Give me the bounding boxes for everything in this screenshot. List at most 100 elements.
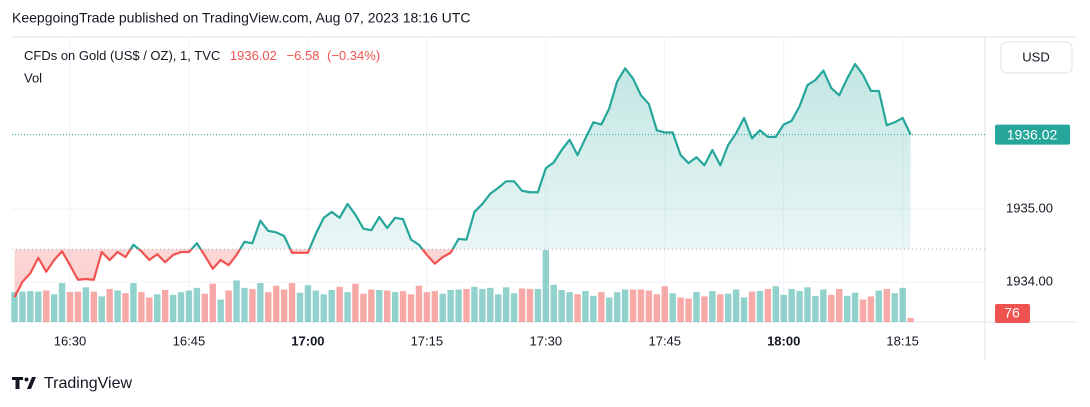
legend-change-percent: (−0.34%) [327, 48, 380, 63]
volume-bar [391, 292, 399, 322]
volume-bar [296, 292, 304, 322]
volume-bar [66, 292, 74, 322]
volume-bar [606, 297, 613, 322]
volume-bar [241, 287, 248, 322]
volume-bar [725, 293, 732, 322]
footer-brand: TradingView [44, 375, 132, 392]
volume-bar [106, 288, 113, 322]
volume-bar [35, 291, 42, 322]
volume-bar [272, 285, 280, 322]
volume-bar [50, 294, 58, 322]
volume-bar [288, 283, 296, 322]
logo-dot [24, 377, 29, 382]
volume-bar [669, 293, 676, 322]
x-tick-label: 16:45 [173, 333, 206, 348]
logo-mark [12, 377, 36, 389]
volume-badge [995, 304, 1030, 323]
volume-bar [693, 292, 700, 322]
volume-bar [352, 283, 359, 322]
volume-bar [407, 294, 415, 322]
volume-bar [312, 290, 320, 322]
volume-bar [590, 295, 597, 322]
volume-bar [582, 291, 589, 322]
volume-bar [685, 298, 692, 322]
volume-bar [225, 290, 232, 322]
volume-bar [376, 290, 383, 322]
volume-bar [209, 283, 216, 322]
volume-bar [836, 288, 843, 322]
volume-bar [661, 286, 668, 322]
price-line-down [13, 249, 455, 298]
volume-bar [185, 290, 193, 322]
volume-bar [471, 286, 478, 322]
volume-bar [280, 289, 288, 322]
volume-bar [772, 286, 779, 322]
volume-bar [130, 283, 137, 322]
volume-bar [598, 292, 605, 322]
volume-bar [146, 297, 153, 322]
volume-bar [479, 288, 486, 322]
currency-button[interactable] [1000, 41, 1073, 74]
volume-bar [756, 291, 764, 322]
volume-bar [487, 287, 494, 322]
volume-bar [875, 290, 883, 322]
plot [11, 62, 985, 322]
volume-bar [98, 296, 105, 322]
volume-bar [629, 289, 637, 322]
volume-bar [780, 294, 787, 322]
volume-bar [122, 293, 129, 322]
header: KeepgoingTrade published on TradingView.… [12, 10, 470, 26]
x-tick-label: 18:15 [886, 333, 919, 348]
volume-bar [653, 294, 661, 322]
volume-bar [883, 288, 890, 322]
area-above-baseline [130, 63, 911, 250]
volume-bar [27, 291, 34, 322]
volume-bar [19, 291, 26, 322]
volume-bar [11, 292, 18, 322]
currency-label[interactable]: USD [1022, 49, 1049, 64]
volume-bar [43, 290, 50, 322]
last-price-label: 1936.02 [1007, 126, 1058, 142]
volume-bar [812, 295, 819, 322]
x-tick-label: 16:30 [54, 333, 87, 348]
volume-badge-label: 76 [1004, 305, 1020, 321]
volume-bar [510, 293, 518, 322]
volume-bar [463, 288, 470, 322]
volume-bar [764, 288, 772, 322]
volume-bar [502, 287, 510, 322]
x-tick-label: 17:45 [648, 333, 681, 348]
volume-bar [193, 287, 201, 322]
volume-bar [574, 294, 581, 322]
volume-bar [899, 287, 906, 322]
volume-bar [495, 294, 502, 322]
y-tick-label: 1934.00 [1006, 273, 1053, 288]
volume-bar [177, 292, 185, 322]
volume-bar [399, 291, 407, 322]
volume-bar [161, 290, 169, 322]
volume-bar [257, 283, 264, 322]
y-tick-label: 1935.00 [1006, 200, 1053, 215]
volume-bar [645, 290, 653, 322]
volume-bar [740, 297, 748, 322]
volume-bar [701, 296, 708, 322]
volume-bar [907, 317, 914, 322]
volume-bar [431, 291, 438, 322]
legend: CFDs on Gold (US$ / OZ), 1, TVC 1936.02 … [24, 48, 380, 63]
volume-bar [58, 283, 66, 322]
volume-bar [304, 285, 312, 322]
volume-bar [796, 291, 803, 322]
volume-bar [455, 289, 462, 322]
volume-bar [637, 289, 645, 322]
footer-logo [12, 377, 36, 389]
symbol-title: CFDs on Gold (US$ / OZ), 1, TVC [24, 48, 220, 63]
volume-bar [344, 292, 351, 322]
volume-bar [74, 291, 82, 322]
legend-price: 1936.02 [230, 48, 277, 63]
volume-bar [138, 292, 145, 322]
x-tick-label: 17:00 [291, 333, 324, 348]
volume-bar [518, 288, 526, 322]
volume-bar [804, 287, 811, 322]
price-line-up [129, 62, 912, 250]
volume-legend: Vol [24, 70, 42, 85]
volume-bar [328, 290, 335, 322]
